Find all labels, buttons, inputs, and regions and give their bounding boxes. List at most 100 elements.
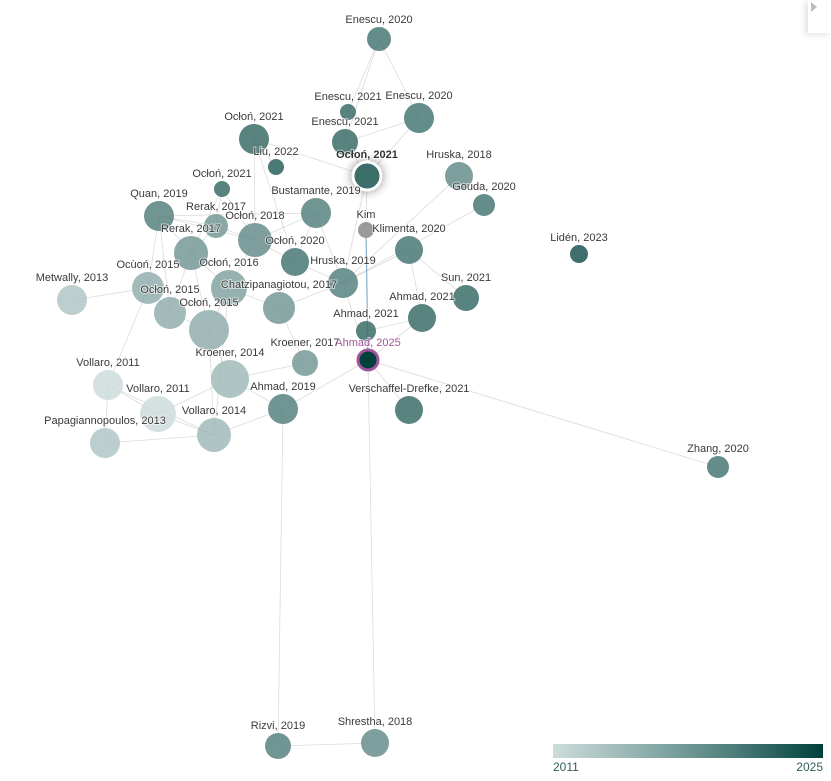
paper-node[interactable] [132,272,164,304]
paper-node[interactable] [197,418,231,452]
paper-label[interactable]: Zhang, 2020 [686,442,750,456]
paper-node[interactable] [570,245,588,263]
paper-label[interactable]: Vollaro, 2011 [75,356,140,370]
paper-label[interactable]: Klimenta, 2020 [371,222,446,236]
paper-label[interactable]: Liu, 2022 [252,145,299,159]
paper-node[interactable] [395,396,423,424]
paper-node[interactable] [204,214,228,238]
paper-node[interactable] [211,270,247,306]
citation-edge [342,175,368,284]
paper-label[interactable]: Hruska, 2018 [425,148,492,162]
paper-label[interactable]: Ahmad, 2021 [332,307,399,321]
paper-node[interactable] [281,248,309,276]
paper-node[interactable] [453,285,479,311]
paper-node[interactable] [90,428,120,458]
paper-node[interactable] [140,396,176,432]
paper-node[interactable] [358,222,374,238]
paper-node[interactable] [351,160,383,192]
paper-label[interactable]: Rerak, 2017 [185,200,247,214]
paper-node[interactable] [239,124,269,154]
paper-label[interactable]: Papagiannopoulos, 2013 [43,414,167,428]
paper-label[interactable]: Enescu, 2021 [313,90,382,104]
paper-label[interactable]: Lidén, 2023 [549,231,609,245]
paper-node[interactable] [174,236,208,270]
paper-label[interactable]: Ocłoń, 2015 [139,283,200,297]
year-gradient-bar [553,744,823,758]
paper-label[interactable]: Vollaro, 2011 [125,382,190,396]
paper-label[interactable]: Bustamante, 2019 [270,184,361,198]
paper-node[interactable] [707,456,729,478]
paper-label[interactable]: Ocłoń, 2018 [224,209,285,223]
paper-node[interactable] [268,159,284,175]
paper-label[interactable]: Rerak, 2017 [160,222,222,236]
paper-node[interactable] [301,198,331,228]
paper-label[interactable]: Enescu, 2020 [344,13,413,27]
paper-label[interactable]: Enescu, 2020 [384,89,453,103]
citation-edge [158,215,171,314]
paper-node[interactable] [395,236,423,264]
paper-label[interactable]: Ahmad, 2025 [334,336,401,350]
citation-edge [367,359,719,468]
paper-node[interactable] [57,285,87,315]
paper-label[interactable]: Vollaro, 2014 [181,404,247,418]
citation-edge [277,742,376,747]
paper-label[interactable]: Chatzipanagiotou, 2017 [220,278,338,292]
paper-node[interactable] [367,27,391,51]
paper-label[interactable]: Ocłoń, 2016 [198,256,259,270]
paper-label[interactable]: Hruska, 2019 [309,254,376,268]
citation-edge [342,175,460,284]
citation-edge [367,359,376,744]
paper-node[interactable] [144,201,174,231]
paper-label[interactable]: Metwally, 2013 [35,271,110,285]
paper-node[interactable] [340,104,356,120]
paper-node[interactable] [93,370,123,400]
paper-label[interactable]: Quan, 2019 [129,187,189,201]
paper-label[interactable]: Ocùoń, 2015 [116,258,181,272]
nodes [57,27,729,759]
paper-label[interactable]: Ocłoń, 2021 [335,148,399,162]
paper-node[interactable] [189,310,229,350]
paper-node[interactable] [473,194,495,216]
paper-node[interactable] [332,129,358,155]
paper-label[interactable]: Kroener, 2014 [194,346,265,360]
paper-node[interactable] [214,181,230,197]
paper-node[interactable] [238,223,272,257]
paper-node[interactable] [292,350,318,376]
paper-node[interactable] [408,304,436,332]
citation-edge [282,359,369,410]
paper-label[interactable]: Kroener, 2017 [269,336,340,350]
paper-node[interactable] [328,268,358,298]
paper-node[interactable] [361,729,389,757]
citation-edge [104,434,215,444]
paper-node[interactable] [154,297,186,329]
panel-toggle-button[interactable] [808,0,831,33]
paper-label[interactable]: Shrestha, 2018 [337,715,414,729]
paper-node[interactable] [404,103,434,133]
paper-label[interactable]: Gouda, 2020 [451,180,517,194]
paper-node[interactable] [263,292,295,324]
paper-label[interactable]: Ocłoń, 2015 [178,296,239,310]
paper-label[interactable]: Rizvi, 2019 [250,719,306,733]
citation-edge [213,287,230,436]
paper-node[interactable] [265,733,291,759]
paper-node[interactable] [268,394,298,424]
citation-edge [344,38,380,143]
legend-min-year: 2011 [553,760,579,774]
paper-label[interactable]: Ahmad, 2019 [249,380,316,394]
citation-edge [158,212,317,217]
paper-label[interactable]: Ocłoń, 2020 [264,234,325,248]
paper-label[interactable]: Ahmad, 2021 [388,290,455,304]
paper-label[interactable]: Enescu, 2021 [310,115,379,129]
paper-label[interactable]: Sun, 2021 [440,271,492,285]
paper-node[interactable] [356,321,376,341]
paper-node[interactable] [211,360,249,398]
paper-node[interactable] [445,162,473,190]
citation-edge [107,287,149,386]
paper-node[interactable] [356,348,380,372]
paper-label[interactable]: Kim [356,208,377,222]
paper-label[interactable]: Ocłoń, 2021 [191,167,252,181]
citation-edge [277,408,284,747]
paper-label[interactable]: Verschaffel-Drefke, 2021 [348,382,471,396]
paper-label[interactable]: Ocłoń, 2021 [223,110,284,124]
